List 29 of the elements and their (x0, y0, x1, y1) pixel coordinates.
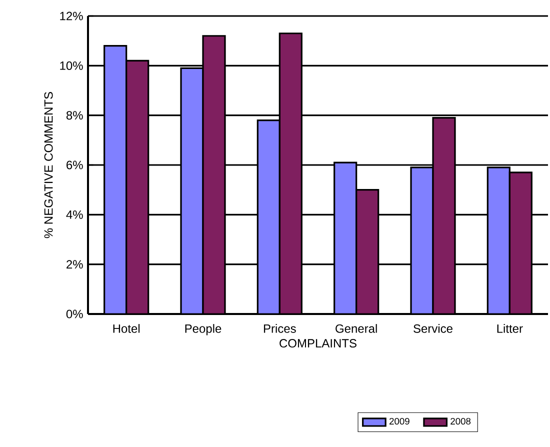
x-tick-label: People (185, 324, 222, 336)
bar (410, 166, 434, 314)
x-tick-label: Litter (497, 324, 523, 333)
y-tick-label: 6% (66, 160, 83, 170)
x-tick-label: Prices (264, 324, 296, 333)
bar (356, 189, 380, 314)
y-tick-label: 2% (66, 260, 83, 269)
y-tick-label: 4% (66, 210, 83, 219)
bar (334, 162, 358, 314)
bar (180, 67, 204, 314)
bar (126, 60, 150, 314)
bar (508, 172, 532, 314)
x-tick-label: Hotel (113, 324, 140, 333)
x-tick-label: General (336, 324, 377, 333)
y-axis-title: % NEGATIVE COMMENTS (44, 92, 53, 238)
y-tick-label: 0% (66, 310, 83, 318)
y-tick-label: 8% (66, 111, 83, 120)
bar (486, 166, 510, 314)
x-axis-title: COMPLAINTS (280, 339, 356, 348)
y-tick-label: 10% (60, 61, 83, 70)
bar (104, 45, 128, 314)
bar (278, 32, 302, 314)
legend-label: 2009 (390, 418, 410, 425)
x-tick-label: Service (414, 324, 452, 333)
bar (432, 117, 456, 314)
legend-label: 2008 (450, 418, 471, 425)
y-tick-label: 12% (60, 12, 83, 20)
bar (202, 35, 226, 314)
bar (256, 120, 280, 314)
